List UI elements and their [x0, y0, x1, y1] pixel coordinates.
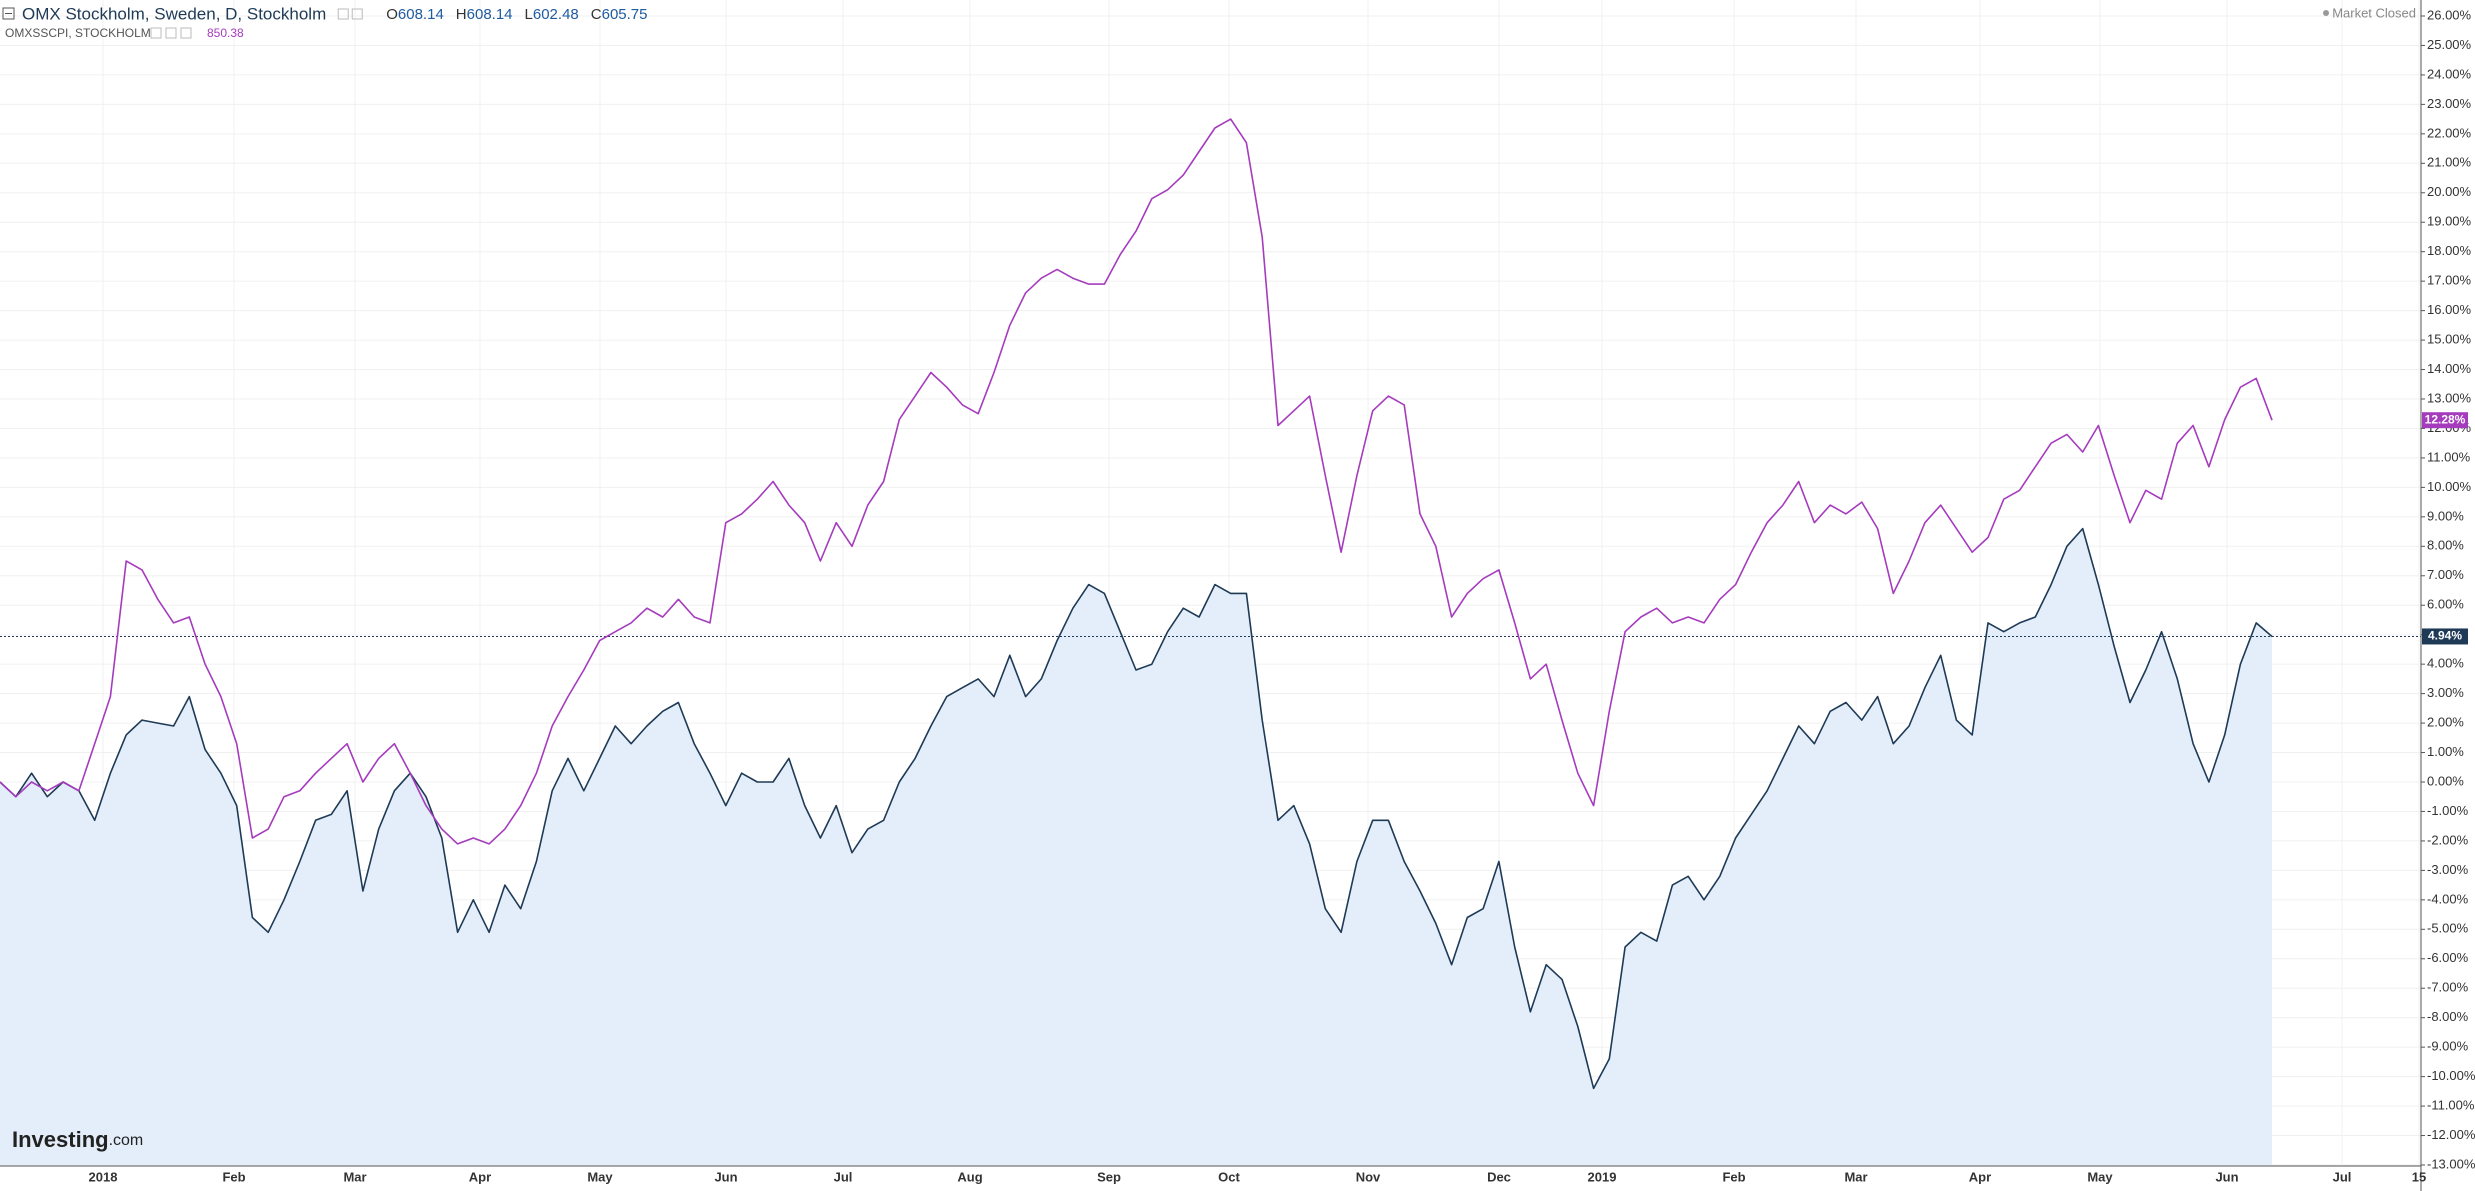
x-tick-label: Feb — [222, 1169, 245, 1184]
x-tick-label: Dec — [1487, 1169, 1511, 1184]
y-tick-label: -4.00% — [2427, 891, 2469, 906]
x-tick-label: Feb — [1722, 1169, 1745, 1184]
line — [0, 527, 2273, 1090]
y-tick-label: -11.00% — [2427, 1098, 2475, 1113]
x-tick-label: Nov — [1356, 1169, 1381, 1184]
legend-main: OMX Stockholm, Sweden, D, Stockholm — [22, 4, 326, 23]
ohlc-label: H — [456, 6, 467, 23]
ohlc-value: 608.14 — [467, 6, 513, 23]
y-tick-label: -13.00% — [2427, 1156, 2475, 1171]
ohlc-label: L — [525, 6, 533, 23]
x-tick-label: Sep — [1097, 1169, 1121, 1184]
ohlc: O608.14 H608.14 L602.48 C605.75 — [337, 6, 648, 23]
y-tick-label: -8.00% — [2427, 1009, 2469, 1024]
y-tick-label: 4.00% — [2427, 656, 2464, 671]
y-tick-label: 17.00% — [2427, 273, 2472, 288]
close-icon[interactable] — [180, 27, 192, 39]
x-tick-label: Jul — [834, 1169, 853, 1184]
y-tick-label: 16.00% — [2427, 302, 2472, 317]
market-status: Market Closed — [2332, 5, 2416, 20]
y-tick-label: -6.00% — [2427, 950, 2469, 965]
x-tick-label: Mar — [1844, 1169, 1867, 1184]
last-value-label: 4.94% — [2428, 629, 2462, 643]
last-value-badge — [2422, 628, 2468, 645]
y-tick-label: 13.00% — [2427, 390, 2472, 405]
y-tick-label: 21.00% — [2427, 155, 2472, 170]
y-tick-label: 1.00% — [2427, 744, 2464, 759]
x-tick-label: May — [587, 1169, 613, 1184]
y-tick-label: 22.00% — [2427, 125, 2472, 140]
compare-value: 850.38 — [207, 26, 244, 40]
x-tick-label: Aug — [957, 1169, 982, 1184]
y-tick-label: 24.00% — [2427, 66, 2472, 81]
y-tick-label: 2.00% — [2427, 715, 2464, 730]
ohlc-label: C — [591, 6, 602, 23]
x-tick-label: Jul — [2333, 1169, 2352, 1184]
y-tick-label: 19.00% — [2427, 214, 2472, 229]
x-tick-label: Apr — [1969, 1169, 1991, 1184]
y-tick-label: 10.00% — [2427, 479, 2472, 494]
ohlc-value: 605.75 — [602, 6, 648, 23]
plot — [0, 118, 2421, 1165]
axes: 26.00% 25.00% 24.00% 23.00% 22.00% 21.00% 20.0… — [89, 7, 2475, 1184]
x-tick-label: May — [2087, 1169, 2113, 1184]
y-tick-label: -1.00% — [2427, 803, 2469, 818]
y-tick-label: 26.00% — [2427, 7, 2472, 22]
y-tick-label: -10.00% — [2427, 1068, 2475, 1083]
x-tick-label: 2018 — [89, 1169, 118, 1184]
x-tick-label: Jun — [714, 1169, 737, 1184]
y-tick-label: 15.00% — [2427, 332, 2472, 347]
x-tick-label: 2019 — [1588, 1169, 1617, 1184]
y-tick-label: 18.00% — [2427, 243, 2472, 258]
y-tick-label: -5.00% — [2427, 921, 2469, 936]
ohlc-item: L602.48 — [525, 6, 579, 23]
ohlc-value: 602.48 — [533, 6, 579, 23]
x-tick-label: 15 — [2412, 1169, 2426, 1184]
ohlc-item: H608.14 — [456, 6, 513, 23]
y-tick-label: 9.00% — [2427, 508, 2464, 523]
logo-suffix: .com — [109, 1132, 144, 1149]
y-tick-label: 7.00% — [2427, 567, 2464, 582]
settings-icon — [337, 8, 349, 20]
ohlc-item: C605.75 — [591, 6, 648, 23]
settings-icon[interactable] — [165, 27, 177, 39]
last-value-label: 12.28% — [2425, 412, 2466, 426]
last-value-badge — [2422, 412, 2468, 429]
collapse-icon[interactable] — [2, 7, 15, 20]
line — [0, 118, 2273, 845]
x-tick-label: Oct — [1218, 1169, 1240, 1184]
y-tick-label: 3.00% — [2427, 685, 2464, 700]
y-tick-label: -3.00% — [2427, 862, 2469, 877]
y-tick-label: 0.00% — [2427, 773, 2464, 788]
x-tick-label: Jun — [2215, 1169, 2238, 1184]
status-dot — [2323, 10, 2329, 16]
ohlc-label: O — [386, 6, 398, 23]
ohlc-value: 608.14 — [398, 6, 444, 23]
y-tick-label: 20.00% — [2427, 184, 2472, 199]
y-tick-label: 6.00% — [2427, 597, 2464, 612]
y-tick-label: 14.00% — [2427, 361, 2472, 376]
y-tick-label: 11.00% — [2427, 449, 2471, 464]
y-tick-label: 23.00% — [2427, 96, 2472, 111]
legend-compare: OMXSSCPI, STOCKHOLM — [5, 26, 151, 40]
x-tick-label: Apr — [469, 1169, 491, 1184]
logo-text: Investing — [12, 1127, 109, 1152]
x-tick-label: Mar — [343, 1169, 366, 1184]
logo: Investing.com — [12, 1127, 143, 1152]
y-tick-label: 25.00% — [2427, 37, 2472, 52]
y-tick-label: -9.00% — [2427, 1039, 2469, 1054]
y-tick-label: -12.00% — [2427, 1127, 2475, 1142]
y-tick-label: 8.00% — [2427, 538, 2464, 553]
area — [0, 528, 2272, 1165]
settings-icon — [351, 8, 363, 20]
ohlc-item: O608.14 — [386, 6, 444, 23]
y-tick-label: -2.00% — [2427, 832, 2469, 847]
settings-icon[interactable] — [150, 27, 162, 39]
y-tick-label: -7.00% — [2427, 980, 2469, 995]
